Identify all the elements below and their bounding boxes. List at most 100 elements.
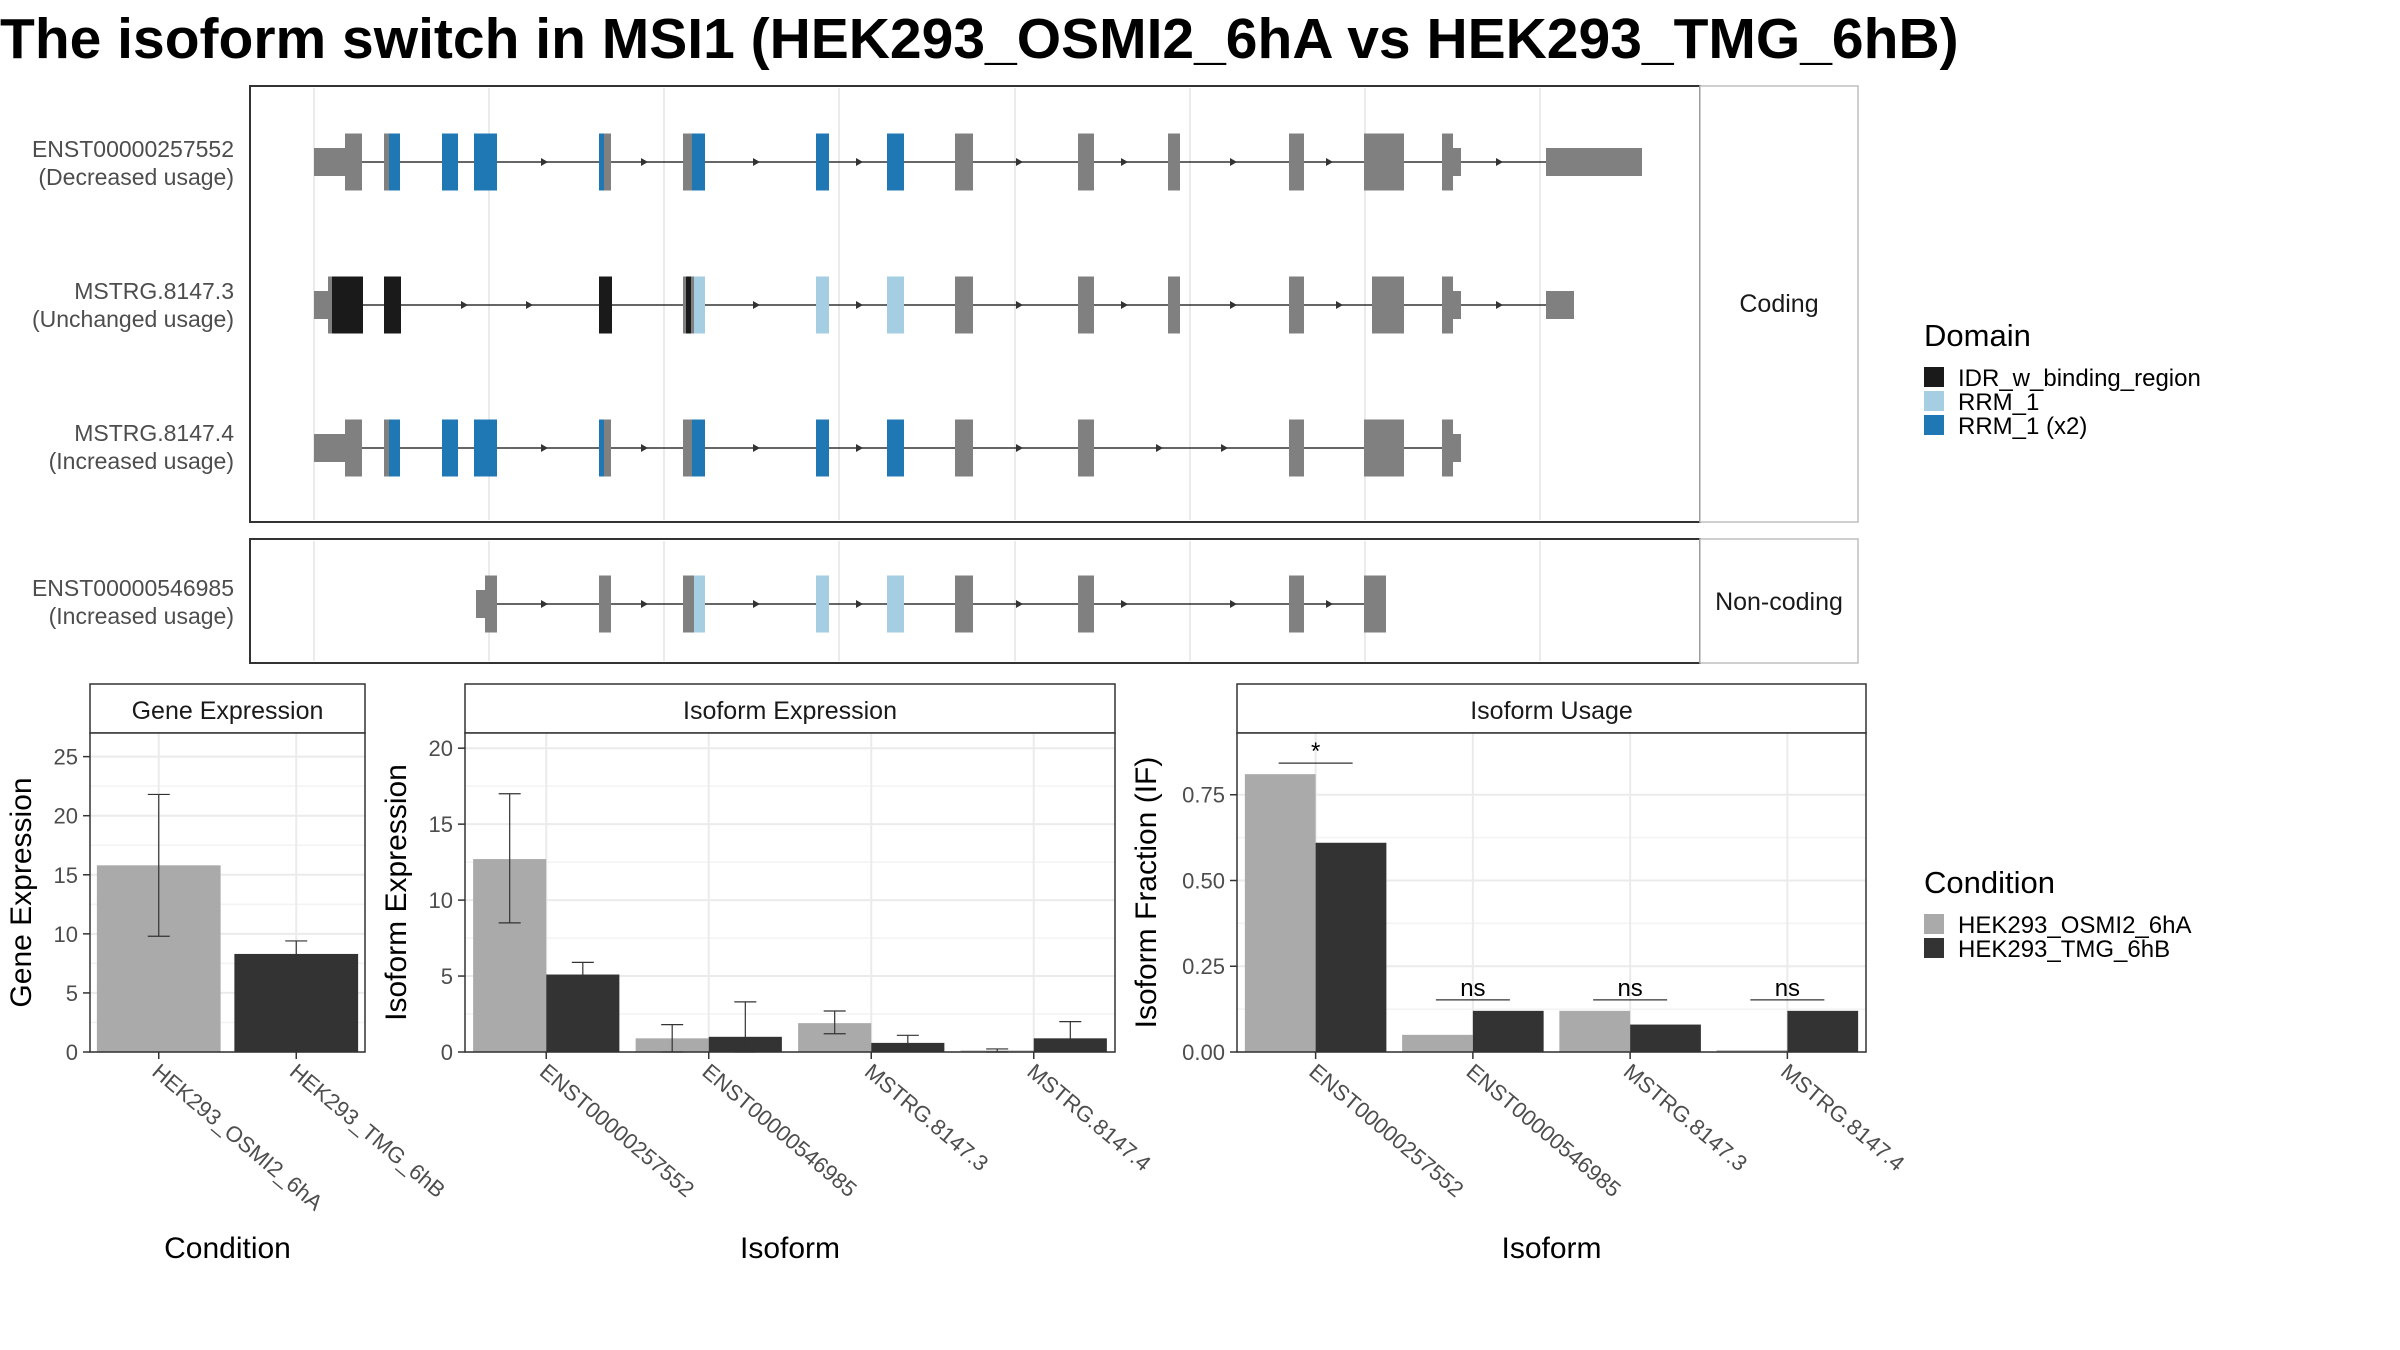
- noncoding-strip-label: Non-coding: [1715, 588, 1843, 616]
- strand-arrow: [856, 301, 863, 309]
- strand-arrow: [541, 444, 548, 452]
- utr-exon: [1546, 148, 1642, 176]
- coding-exon: [384, 419, 389, 477]
- bar: [1315, 842, 1387, 1052]
- coding-exon: [683, 419, 692, 477]
- rrm1x2-domain: [474, 419, 497, 477]
- coding-exon: [1289, 575, 1304, 633]
- chart-title: Gene Expression: [132, 697, 324, 725]
- strand-arrow: [856, 600, 863, 608]
- legend-swatch-condition-b: [1924, 938, 1944, 958]
- coding-exon: [1442, 133, 1453, 191]
- panel-border: [1236, 732, 1867, 1053]
- y-axis-label: Gene Expression: [5, 777, 38, 1007]
- legend-swatch-condition-a: [1924, 914, 1944, 934]
- strand-arrow: [856, 158, 863, 166]
- strand-arrow: [1156, 444, 1163, 452]
- rrm1x2-domain: [389, 133, 400, 191]
- strand-arrow: [1230, 158, 1237, 166]
- y-tick-label: 15: [54, 863, 78, 888]
- coding-exon: [345, 133, 362, 191]
- coding-exon: [328, 276, 332, 334]
- strand-arrow: [1496, 158, 1503, 166]
- strand-arrow: [753, 158, 760, 166]
- utr-exon: [314, 434, 345, 462]
- y-tick-label: 0.50: [1182, 868, 1225, 893]
- utr-exon: [314, 291, 328, 319]
- isoform-label-usage: (Unchanged usage): [32, 306, 234, 332]
- strand-arrow: [1121, 301, 1128, 309]
- isoform-label-usage: (Decreased usage): [38, 164, 234, 190]
- coding-exon: [345, 419, 362, 477]
- bar: [234, 953, 359, 1052]
- coding-structure-panel: Coding: [249, 85, 1859, 523]
- legend-swatch-idr: [1924, 367, 1944, 387]
- coding-exon: [1442, 419, 1453, 477]
- utr-exon: [476, 590, 485, 618]
- bar: [546, 974, 620, 1052]
- coding-transcript-tracks: [314, 133, 1642, 477]
- x-tick-label: MSTRG.8147.4: [1776, 1059, 1909, 1176]
- rrm1x2-domain: [887, 419, 904, 477]
- coding-exon: [955, 419, 973, 477]
- idr-domain: [686, 276, 691, 334]
- y-axis-label: Isoform Fraction (IF): [1130, 757, 1163, 1029]
- coding-exon: [1289, 133, 1304, 191]
- coding-exon: [1289, 419, 1304, 477]
- isoform-label-usage: (Increased usage): [49, 603, 234, 629]
- isoform-label-id: MSTRG.8147.3: [74, 278, 234, 304]
- legend-label-idr: IDR_w_binding_region: [1958, 365, 2201, 392]
- rrm1-domain: [887, 276, 904, 334]
- y-tick-label: 15: [429, 812, 453, 837]
- utr-exon: [1453, 148, 1461, 176]
- facet-strip: [89, 683, 366, 734]
- x-axis-label: Isoform: [740, 1232, 840, 1265]
- noncoding-isoform-labels: ENST00000546985 (Increased usage): [32, 575, 234, 629]
- legend-swatch-rrm1x2: [1924, 415, 1944, 435]
- isoform-usage-chart: Isoform Usage * ns ns ns 0.00 0.25 0.50 0.75 ENST…: [1130, 683, 1909, 1265]
- strand-arrow: [1016, 158, 1023, 166]
- x-axis-label: Condition: [164, 1232, 291, 1265]
- coding-exon: [683, 133, 692, 191]
- x-axis-label: Isoform: [1501, 1232, 1601, 1265]
- y-tick-label: 5: [66, 981, 78, 1006]
- coding-exon: [599, 575, 611, 633]
- y-tick-label: 0: [441, 1040, 453, 1065]
- legend-label-rrm1: RRM_1: [1958, 389, 2039, 416]
- rrm1x2-domain: [816, 133, 829, 191]
- x-tick-label: MSTRG.8147.3: [1619, 1059, 1752, 1176]
- y-tick-label: 0.00: [1182, 1040, 1225, 1065]
- noncoding-transcript-tracks: [476, 575, 1386, 633]
- coding-exon: [485, 575, 497, 633]
- coding-exon: [1078, 575, 1094, 633]
- strand-arrow: [753, 444, 760, 452]
- coding-isoform-labels: ENST00000257552 (Decreased usage) MSTRG.…: [32, 136, 234, 474]
- idr-domain: [599, 276, 612, 334]
- x-tick-label: MSTRG.8147.4: [1023, 1059, 1156, 1176]
- y-tick-label: 0.75: [1182, 783, 1225, 808]
- strand-arrow: [1121, 600, 1128, 608]
- significance-label: ns: [1460, 975, 1485, 1002]
- strand-arrow: [1016, 444, 1023, 452]
- noncoding-panel-border: [249, 538, 1701, 664]
- isoform-label-usage: (Increased usage): [49, 448, 234, 474]
- coding-exon: [1289, 276, 1304, 334]
- strand-arrow: [526, 301, 533, 309]
- strand-arrow: [753, 301, 760, 309]
- coding-exon: [683, 276, 686, 334]
- rrm1x2-domain: [474, 133, 497, 191]
- figure-title: The isoform switch in MSI1 (HEK293_OSMI2…: [0, 7, 1959, 71]
- rrm1-domain: [816, 276, 829, 334]
- coding-exon: [1364, 133, 1404, 191]
- y-tick-label: 20: [429, 736, 453, 761]
- rrm1x2-domain: [692, 133, 705, 191]
- rrm1-domain: [694, 276, 705, 334]
- x-tick-label: MSTRG.8147.3: [860, 1059, 993, 1176]
- rrm1x2-domain: [599, 133, 604, 191]
- coding-exon: [604, 133, 611, 191]
- strand-arrow: [641, 600, 648, 608]
- bar: [1630, 1024, 1701, 1052]
- strand-arrow: [1336, 301, 1343, 309]
- coding-exon: [1078, 419, 1094, 477]
